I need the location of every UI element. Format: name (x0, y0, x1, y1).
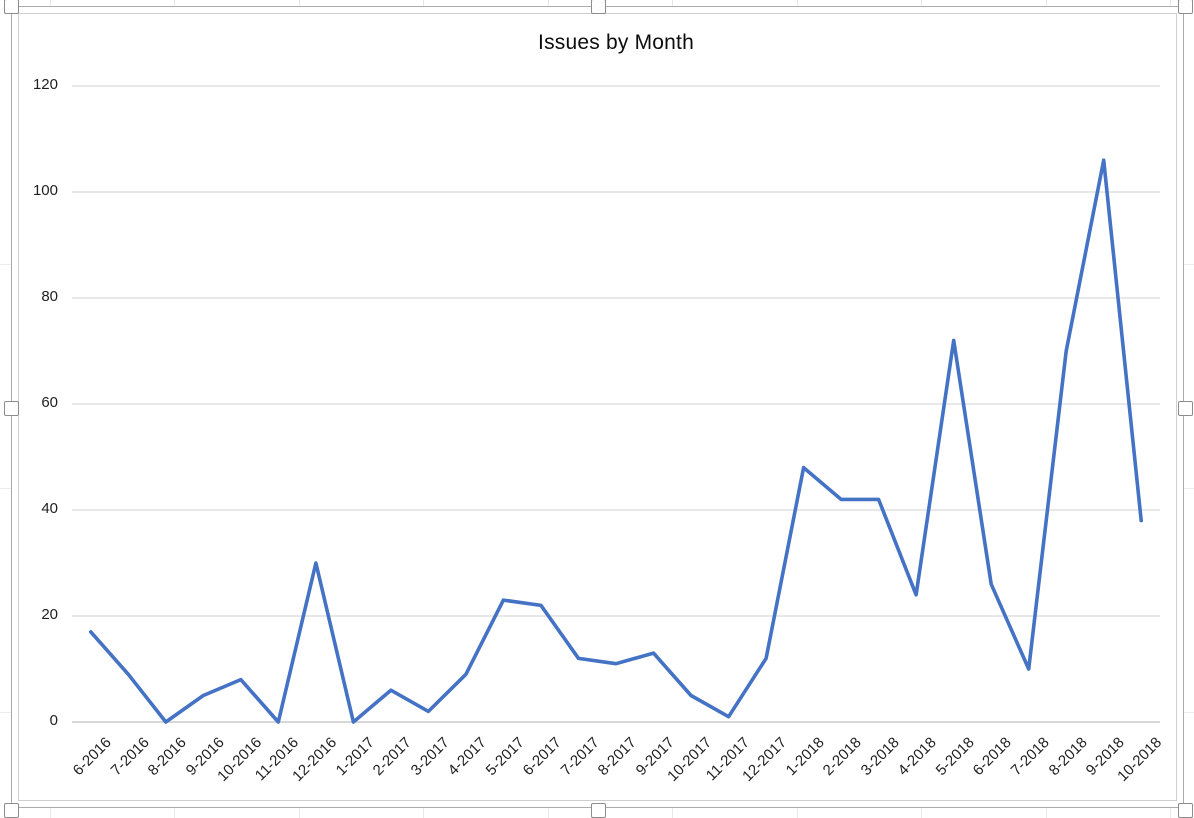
series-line-issues[interactable] (89, 158, 1143, 724)
y-axis-tick-label: 120 (32, 76, 58, 93)
selection-handle-bottom-left[interactable] (3, 802, 19, 818)
y-axis-tick-label: 0 (49, 712, 58, 729)
chart-object[interactable] (11, 6, 1184, 808)
chart-title[interactable]: Issues by Month (538, 31, 694, 54)
selection-handle-top-left[interactable] (3, 0, 19, 14)
y-axis-tick-label: 100 (32, 182, 58, 199)
selection-handle-top-center[interactable] (590, 0, 606, 14)
y-axis-tick-label: 80 (41, 288, 58, 305)
y-axis-tick-label: 20 (41, 606, 58, 623)
selection-handle-bottom-right[interactable] (1177, 802, 1193, 818)
y-axis-tick-label: 40 (41, 500, 58, 517)
selection-handle-middle-left[interactable] (3, 400, 19, 416)
selection-handle-middle-right[interactable] (1177, 400, 1193, 416)
selection-handle-bottom-center[interactable] (590, 802, 606, 818)
selection-handle-top-right[interactable] (1177, 0, 1193, 14)
y-axis-tick-label: 60 (41, 394, 58, 411)
chart-border-inner (18, 13, 1177, 801)
